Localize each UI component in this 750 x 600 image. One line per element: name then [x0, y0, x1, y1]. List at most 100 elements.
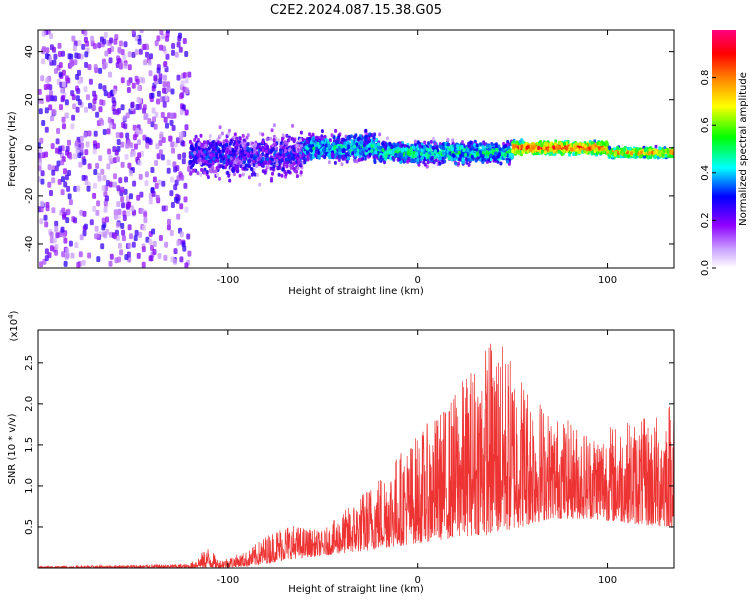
heatmap-cell — [261, 163, 265, 168]
snr-y-tick-label: 1.0 — [24, 478, 35, 494]
heatmap-cell — [364, 134, 368, 139]
heatmap-cell — [261, 169, 265, 174]
heatmap-cell — [58, 145, 63, 152]
heatmap-cell — [479, 153, 483, 158]
heatmap-cell — [113, 213, 118, 220]
heatmap-cell — [229, 150, 233, 155]
heatmap-cell — [112, 88, 117, 95]
heatmap-cell — [461, 140, 464, 144]
heatmap-cell — [61, 207, 66, 214]
heatmap-cell — [118, 40, 123, 47]
heatmap-cell — [64, 99, 69, 106]
heatmap-cell — [433, 141, 437, 146]
heatmap-cell — [141, 261, 146, 268]
heatmap-cell — [96, 200, 101, 207]
heatmap-cell — [602, 141, 606, 146]
heatmap-cell — [261, 156, 265, 161]
heatmap-cell — [441, 142, 445, 147]
heatmap-cell — [183, 196, 188, 203]
heatmap-cell — [179, 231, 184, 238]
heatmap-cell — [155, 194, 160, 201]
heatmap-cell — [67, 53, 72, 60]
heatmap-cell — [166, 86, 171, 93]
heatmap-cell — [136, 194, 141, 201]
heatmap-cell — [215, 141, 218, 146]
heatmap-cell — [54, 220, 59, 227]
heatmap-cell — [87, 64, 92, 71]
heatmap-cell — [165, 53, 170, 60]
heatmap-cell — [469, 140, 473, 145]
heatmap-cell — [381, 148, 385, 153]
heatmap-cell — [451, 138, 455, 143]
heatmap-cell — [305, 150, 309, 155]
heatmap-cell — [346, 144, 350, 149]
heatmap-cell — [374, 143, 378, 148]
heatmap-cell — [305, 139, 309, 144]
heatmap-cell — [179, 203, 184, 210]
heatmap-cell — [52, 59, 57, 66]
heatmap-cell — [67, 193, 72, 200]
heatmap-cell — [312, 146, 316, 151]
heatmap-cell — [38, 176, 41, 183]
heatmap-cell — [256, 173, 260, 177]
heatmap-cell — [388, 150, 392, 155]
heatmap-cell — [123, 41, 128, 48]
heatmap-cell — [271, 147, 275, 152]
heatmap-cell — [51, 169, 56, 176]
heatmap-cell — [179, 93, 184, 100]
heatmap-cell — [106, 128, 111, 135]
heatmap-cell — [156, 90, 161, 97]
heatmap-cell — [151, 191, 156, 197]
heatmap-cell — [450, 157, 454, 162]
heatmap-cell — [570, 147, 574, 152]
heatmap-cell — [125, 132, 130, 139]
heatmap-cell — [171, 125, 176, 131]
heatmap-cell — [122, 235, 126, 242]
heatmap-cell — [68, 153, 73, 160]
heatmap-cell — [184, 262, 189, 268]
heatmap-cell — [93, 94, 98, 101]
heatmap-cell — [98, 67, 103, 74]
heatmap-cell — [317, 154, 321, 159]
heatmap-cell — [252, 163, 256, 167]
heatmap-cell — [107, 92, 112, 99]
heatmap-cell — [337, 158, 341, 163]
heatmap-cell — [156, 35, 161, 42]
heatmap-cell — [184, 77, 189, 84]
heatmap-cell — [119, 249, 124, 256]
heatmap-cell — [43, 84, 48, 91]
heatmap-cell — [120, 161, 125, 168]
heatmap-cell — [355, 151, 359, 156]
heatmap-cell — [333, 154, 337, 159]
heatmap-cell — [120, 104, 125, 111]
heatmap-cell — [122, 54, 127, 60]
heatmap-cell — [350, 139, 354, 143]
heatmap-cell — [209, 159, 213, 164]
heatmap-cell — [383, 160, 386, 165]
heatmap-cell — [292, 161, 296, 166]
snr-frame — [37, 329, 675, 569]
heatmap-cell — [71, 94, 76, 101]
heatmap-cell — [215, 172, 219, 177]
heatmap-cell — [270, 128, 274, 133]
heatmap-cell — [242, 141, 246, 146]
heatmap-cell — [549, 143, 552, 148]
snr-x-axis-label: Height of straight line (km) — [288, 584, 424, 595]
heatmap-cell — [506, 159, 509, 164]
heatmap-cell — [504, 144, 508, 149]
heatmap-cell — [199, 142, 203, 147]
colorbar-tick-label: 0.8 — [700, 70, 711, 86]
heatmap-cell — [103, 232, 108, 239]
heatmap-cell — [388, 142, 392, 147]
heatmap-cell — [176, 74, 181, 81]
heatmap-cell — [105, 195, 109, 202]
heatmap-cell — [189, 171, 193, 176]
heatmap-cell — [573, 145, 577, 150]
heatmap-cell — [193, 159, 197, 164]
heatmap-cell — [647, 151, 651, 156]
heatmap-cell — [139, 207, 144, 214]
heatmap-cell — [327, 145, 331, 149]
heatmap-cell — [163, 116, 168, 123]
heatmap-cell — [178, 132, 183, 138]
heatmap-cell — [386, 136, 389, 141]
